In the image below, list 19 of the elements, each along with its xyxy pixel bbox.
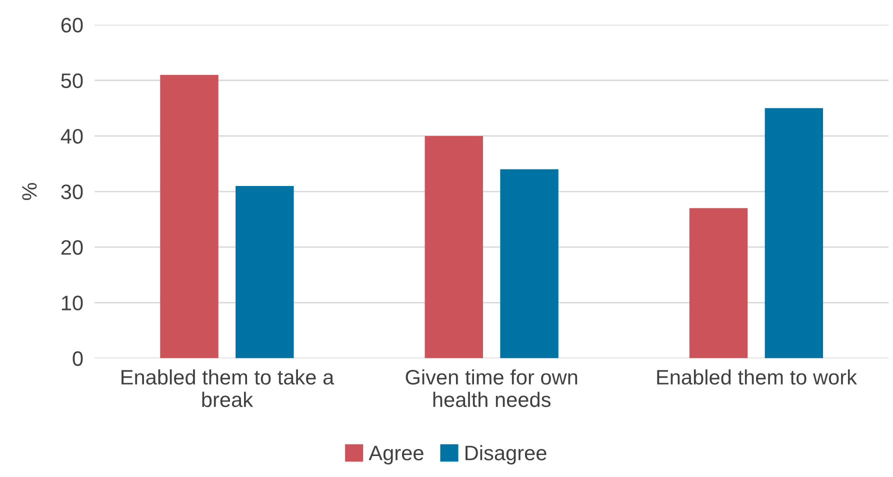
bar xyxy=(236,186,294,358)
bar xyxy=(764,108,824,358)
x-tick-label: Given time for own health needs xyxy=(406,369,578,408)
y-axis-title: % xyxy=(22,182,37,200)
bar xyxy=(424,136,483,358)
legend-label: Disagree xyxy=(466,445,546,464)
y-tick-label: 60 xyxy=(61,18,83,33)
y-tick-label: 50 xyxy=(61,73,83,88)
y-tick-label: 40 xyxy=(60,128,83,144)
x-tick-label: Enabled them to take a break xyxy=(122,369,334,408)
bar xyxy=(689,208,748,358)
legend-label: Agree xyxy=(368,446,424,464)
bar xyxy=(160,74,218,358)
y-tick-label: 20 xyxy=(61,240,83,255)
y-tick-label: 30 xyxy=(61,184,83,200)
y-tick-label: 10 xyxy=(62,296,83,310)
x-tick-label: Enabled them to work xyxy=(657,369,858,385)
y-tick-label: 0 xyxy=(72,351,83,366)
bar xyxy=(500,169,558,358)
